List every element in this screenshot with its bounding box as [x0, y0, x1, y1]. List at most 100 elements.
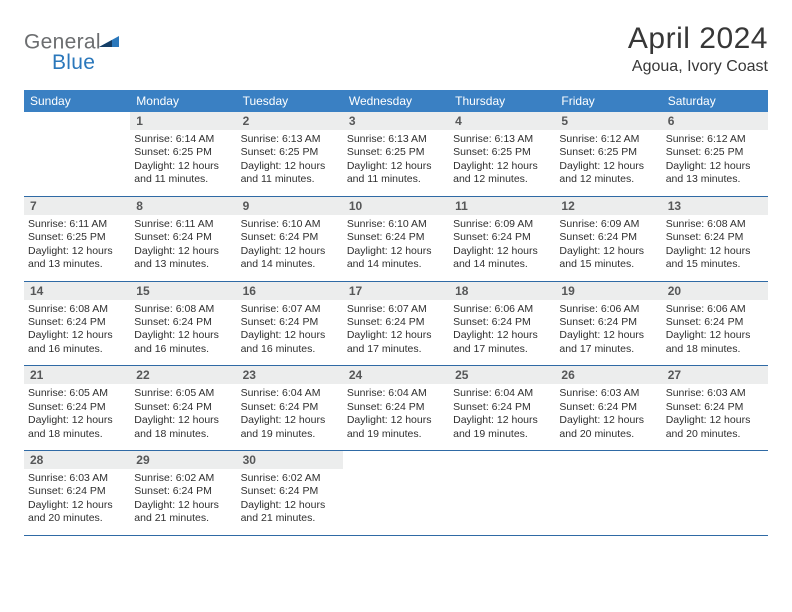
daylight-line: Daylight: 12 hours and 11 minutes. [134, 160, 230, 187]
day-body: Sunrise: 6:08 AMSunset: 6:24 PMDaylight:… [130, 300, 236, 366]
sunset-line: Sunset: 6:25 PM [666, 146, 762, 159]
day-body [24, 130, 130, 188]
sunset-line: Sunset: 6:24 PM [134, 316, 230, 329]
day-body: Sunrise: 6:03 AMSunset: 6:24 PMDaylight:… [24, 469, 130, 535]
week-row: 7Sunrise: 6:11 AMSunset: 6:25 PMDaylight… [24, 197, 768, 282]
day-cell: 17Sunrise: 6:07 AMSunset: 6:24 PMDayligh… [343, 282, 449, 366]
sunrise-line: Sunrise: 6:10 AM [241, 218, 337, 231]
sunrise-line: Sunrise: 6:04 AM [241, 387, 337, 400]
day-number: 29 [130, 451, 236, 469]
daylight-line: Daylight: 12 hours and 18 minutes. [134, 414, 230, 441]
daylight-line: Daylight: 12 hours and 17 minutes. [347, 329, 443, 356]
sunset-line: Sunset: 6:24 PM [241, 401, 337, 414]
month-title: April 2024 [628, 22, 768, 56]
sunrise-line: Sunrise: 6:04 AM [347, 387, 443, 400]
daylight-line: Daylight: 12 hours and 20 minutes. [666, 414, 762, 441]
day-cell: 8Sunrise: 6:11 AMSunset: 6:24 PMDaylight… [130, 197, 236, 281]
daylight-line: Daylight: 12 hours and 13 minutes. [28, 245, 124, 272]
day-body: Sunrise: 6:11 AMSunset: 6:25 PMDaylight:… [24, 215, 130, 281]
day-body: Sunrise: 6:05 AMSunset: 6:24 PMDaylight:… [130, 384, 236, 450]
day-number: 14 [24, 282, 130, 300]
day-body: Sunrise: 6:06 AMSunset: 6:24 PMDaylight:… [662, 300, 768, 366]
day-cell [449, 451, 555, 535]
daylight-line: Daylight: 12 hours and 12 minutes. [559, 160, 655, 187]
brand-logo: GeneralBlue [24, 22, 119, 80]
day-number: 17 [343, 282, 449, 300]
day-body: Sunrise: 6:02 AMSunset: 6:24 PMDaylight:… [130, 469, 236, 535]
sunrise-line: Sunrise: 6:05 AM [134, 387, 230, 400]
day-body: Sunrise: 6:04 AMSunset: 6:24 PMDaylight:… [343, 384, 449, 450]
daylight-line: Daylight: 12 hours and 13 minutes. [134, 245, 230, 272]
daylight-line: Daylight: 12 hours and 18 minutes. [28, 414, 124, 441]
sunrise-line: Sunrise: 6:02 AM [241, 472, 337, 485]
dow-cell: Tuesday [237, 90, 343, 112]
day-body: Sunrise: 6:04 AMSunset: 6:24 PMDaylight:… [237, 384, 343, 450]
sunset-line: Sunset: 6:24 PM [666, 401, 762, 414]
day-number: 10 [343, 197, 449, 215]
day-cell: 28Sunrise: 6:03 AMSunset: 6:24 PMDayligh… [24, 451, 130, 535]
day-number: 21 [24, 366, 130, 384]
day-cell: 13Sunrise: 6:08 AMSunset: 6:24 PMDayligh… [662, 197, 768, 281]
sunrise-line: Sunrise: 6:03 AM [666, 387, 762, 400]
day-number: 6 [662, 112, 768, 130]
day-cell: 11Sunrise: 6:09 AMSunset: 6:24 PMDayligh… [449, 197, 555, 281]
day-number: 15 [130, 282, 236, 300]
sunset-line: Sunset: 6:25 PM [241, 146, 337, 159]
day-body: Sunrise: 6:11 AMSunset: 6:24 PMDaylight:… [130, 215, 236, 281]
day-body [343, 469, 449, 527]
day-number: 5 [555, 112, 661, 130]
day-number: 12 [555, 197, 661, 215]
daylight-line: Daylight: 12 hours and 19 minutes. [241, 414, 337, 441]
daylight-line: Daylight: 12 hours and 21 minutes. [241, 499, 337, 526]
daylight-line: Daylight: 12 hours and 14 minutes. [241, 245, 337, 272]
dow-cell: Monday [130, 90, 236, 112]
sunset-line: Sunset: 6:24 PM [241, 316, 337, 329]
day-body: Sunrise: 6:03 AMSunset: 6:24 PMDaylight:… [555, 384, 661, 450]
day-number: 11 [449, 197, 555, 215]
day-body: Sunrise: 6:05 AMSunset: 6:24 PMDaylight:… [24, 384, 130, 450]
day-cell: 26Sunrise: 6:03 AMSunset: 6:24 PMDayligh… [555, 366, 661, 450]
week-row: 21Sunrise: 6:05 AMSunset: 6:24 PMDayligh… [24, 366, 768, 451]
daylight-line: Daylight: 12 hours and 16 minutes. [28, 329, 124, 356]
day-cell: 10Sunrise: 6:10 AMSunset: 6:24 PMDayligh… [343, 197, 449, 281]
day-cell: 4Sunrise: 6:13 AMSunset: 6:25 PMDaylight… [449, 112, 555, 196]
logo-triangle-icon [99, 30, 119, 54]
day-body [449, 469, 555, 527]
day-cell: 18Sunrise: 6:06 AMSunset: 6:24 PMDayligh… [449, 282, 555, 366]
dow-cell: Thursday [449, 90, 555, 112]
dow-cell: Saturday [662, 90, 768, 112]
sunrise-line: Sunrise: 6:10 AM [347, 218, 443, 231]
sunset-line: Sunset: 6:24 PM [666, 316, 762, 329]
sunset-line: Sunset: 6:25 PM [453, 146, 549, 159]
sunrise-line: Sunrise: 6:06 AM [666, 303, 762, 316]
day-number: 24 [343, 366, 449, 384]
sunset-line: Sunset: 6:24 PM [559, 316, 655, 329]
day-cell: 21Sunrise: 6:05 AMSunset: 6:24 PMDayligh… [24, 366, 130, 450]
sunrise-line: Sunrise: 6:13 AM [347, 133, 443, 146]
day-cell: 12Sunrise: 6:09 AMSunset: 6:24 PMDayligh… [555, 197, 661, 281]
day-cell: 25Sunrise: 6:04 AMSunset: 6:24 PMDayligh… [449, 366, 555, 450]
day-number: 19 [555, 282, 661, 300]
day-body: Sunrise: 6:13 AMSunset: 6:25 PMDaylight:… [343, 130, 449, 196]
sunrise-line: Sunrise: 6:07 AM [241, 303, 337, 316]
daylight-line: Daylight: 12 hours and 19 minutes. [453, 414, 549, 441]
sunset-line: Sunset: 6:24 PM [28, 485, 124, 498]
sunrise-line: Sunrise: 6:06 AM [559, 303, 655, 316]
sunrise-line: Sunrise: 6:05 AM [28, 387, 124, 400]
sunset-line: Sunset: 6:24 PM [559, 401, 655, 414]
day-cell: 16Sunrise: 6:07 AMSunset: 6:24 PMDayligh… [237, 282, 343, 366]
day-body: Sunrise: 6:13 AMSunset: 6:25 PMDaylight:… [237, 130, 343, 196]
sunset-line: Sunset: 6:24 PM [28, 316, 124, 329]
day-cell [662, 451, 768, 535]
day-body: Sunrise: 6:14 AMSunset: 6:25 PMDaylight:… [130, 130, 236, 196]
day-cell: 19Sunrise: 6:06 AMSunset: 6:24 PMDayligh… [555, 282, 661, 366]
day-number: 23 [237, 366, 343, 384]
day-body [662, 469, 768, 527]
day-number: 7 [24, 197, 130, 215]
day-number: 18 [449, 282, 555, 300]
dow-header-row: SundayMondayTuesdayWednesdayThursdayFrid… [24, 90, 768, 112]
sunset-line: Sunset: 6:24 PM [28, 401, 124, 414]
sunset-line: Sunset: 6:24 PM [559, 231, 655, 244]
day-number: 30 [237, 451, 343, 469]
sunrise-line: Sunrise: 6:14 AM [134, 133, 230, 146]
